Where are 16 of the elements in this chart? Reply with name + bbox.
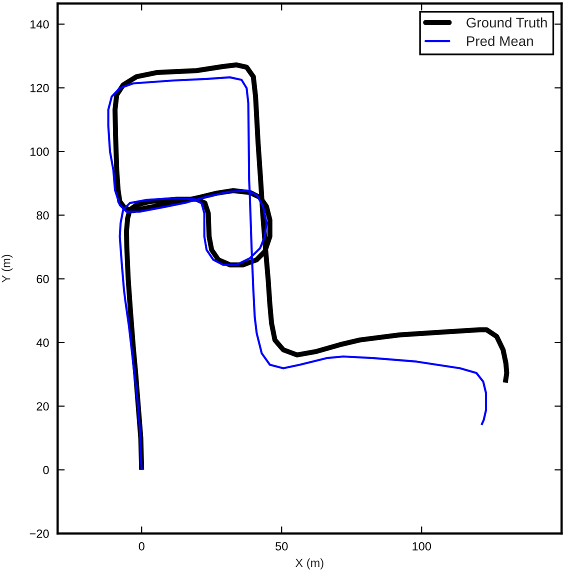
legend-label: Ground Truth bbox=[466, 17, 547, 28]
y-tick-label: 20 bbox=[36, 402, 49, 411]
x-tick-label: 50 bbox=[276, 542, 288, 550]
y-tick-label: 60 bbox=[36, 274, 49, 284]
y-tick-label: 140 bbox=[30, 20, 49, 29]
y-tick-label: 80 bbox=[36, 211, 49, 220]
x-tick-label: 0 bbox=[138, 542, 144, 550]
legend-label: Pred Mean bbox=[467, 36, 533, 46]
y-tick-label: 40 bbox=[36, 338, 49, 347]
x-axis-title: X (m) bbox=[295, 558, 324, 570]
x-tick-label: 100 bbox=[412, 542, 432, 550]
y-tick-label: 120 bbox=[30, 84, 49, 92]
y-tick-label: 0 bbox=[43, 466, 49, 474]
y-tick-label: −20 bbox=[30, 530, 49, 538]
y-axis-title: Y (m) bbox=[2, 254, 13, 283]
y-tick-label: 100 bbox=[30, 148, 49, 156]
